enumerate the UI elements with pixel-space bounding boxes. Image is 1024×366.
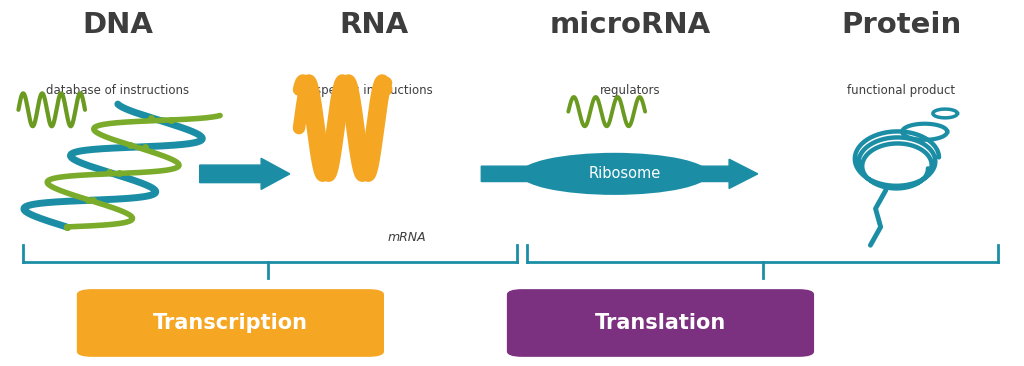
Text: Translation: Translation bbox=[595, 313, 726, 333]
Text: microRNA: microRNA bbox=[549, 11, 711, 39]
Text: mRNA: mRNA bbox=[387, 231, 426, 244]
Text: DNA: DNA bbox=[82, 11, 154, 39]
Text: RNA: RNA bbox=[339, 11, 409, 39]
FancyBboxPatch shape bbox=[77, 289, 384, 357]
Text: functional product: functional product bbox=[847, 84, 955, 97]
Text: regulators: regulators bbox=[599, 84, 660, 97]
FancyArrow shape bbox=[481, 159, 758, 188]
Text: specific instructions: specific instructions bbox=[315, 84, 432, 97]
Ellipse shape bbox=[519, 153, 709, 195]
Text: Ribosome: Ribosome bbox=[589, 167, 660, 181]
FancyArrow shape bbox=[200, 158, 290, 189]
FancyBboxPatch shape bbox=[507, 289, 814, 357]
Text: Protein: Protein bbox=[841, 11, 962, 39]
Text: database of instructions: database of instructions bbox=[46, 84, 189, 97]
Text: Transcription: Transcription bbox=[153, 313, 308, 333]
